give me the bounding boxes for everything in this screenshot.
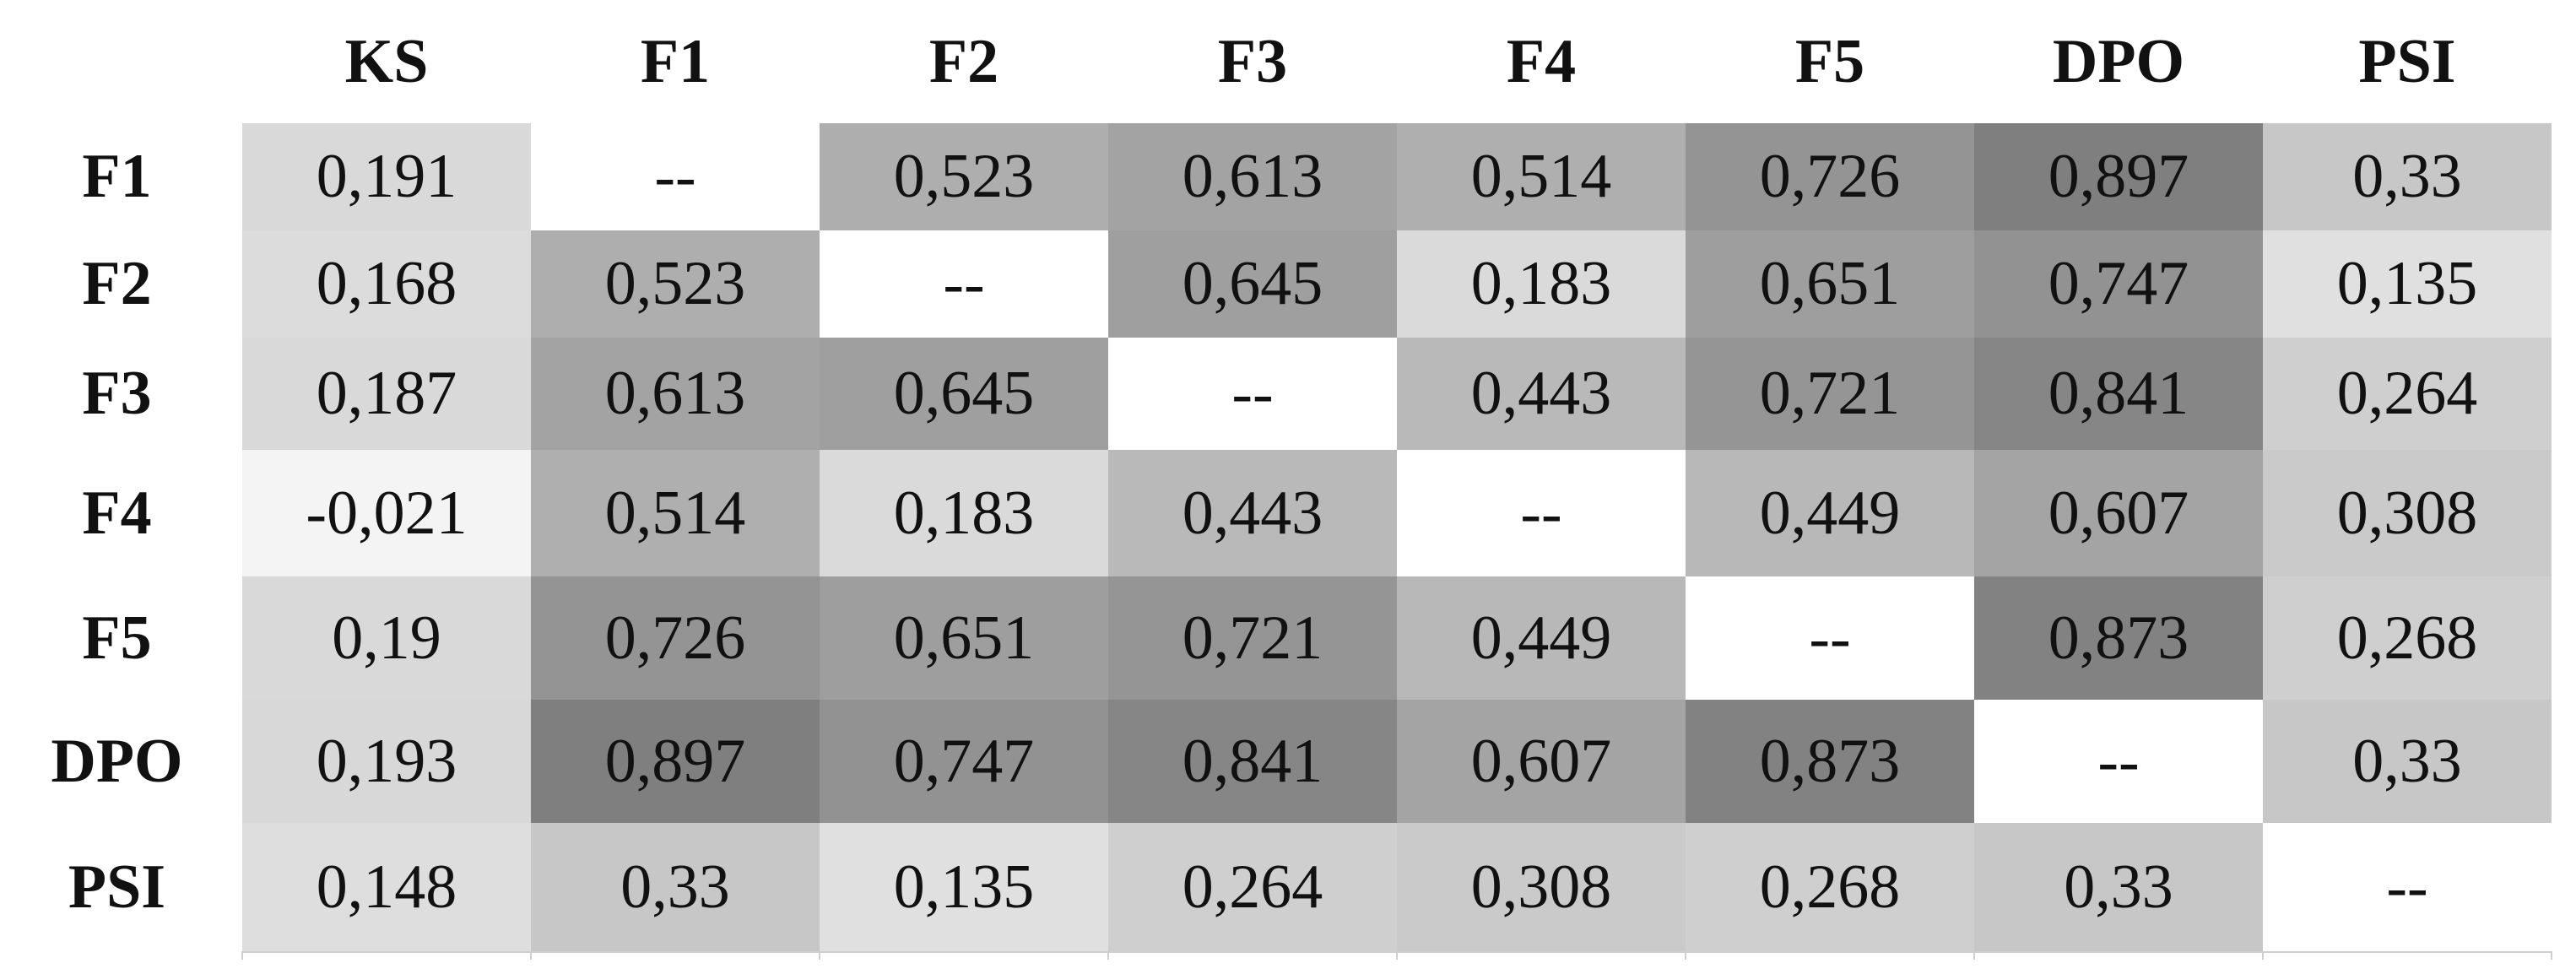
table-cell: 0,607 [1397, 700, 1686, 823]
table-cell: 0,187 [242, 338, 531, 450]
column-tick [2262, 951, 2264, 960]
table-cell: 0,449 [1397, 576, 1686, 700]
table-cell: 0,443 [1397, 338, 1686, 450]
table-cell: 0,523 [531, 230, 820, 338]
table-cell: 0,841 [1974, 338, 2263, 450]
table-cell: 0,721 [1686, 338, 1974, 450]
table-cell: 0,645 [820, 338, 1108, 450]
table-cell: 0,726 [531, 576, 820, 700]
table-cell: 0,264 [2263, 338, 2552, 450]
table-cell: 0,523 [820, 123, 1108, 230]
row-header: F2 [82, 249, 152, 318]
table-cell: 0,33 [1974, 823, 2263, 951]
table-cell: 0,183 [820, 450, 1108, 576]
table-cell: 0,645 [1108, 230, 1397, 338]
column-header: F2 [928, 26, 999, 96]
row-header: F4 [82, 478, 152, 548]
column-tick [530, 951, 532, 960]
column-tick [819, 951, 820, 960]
table-cell: 0,168 [242, 230, 531, 338]
column-header: F3 [1217, 26, 1288, 96]
table-cell: 0,135 [2263, 230, 2552, 338]
table-cell: 0,33 [531, 823, 820, 951]
row-header: DPO [51, 726, 183, 796]
column-tick [2551, 951, 2552, 960]
column-tick [1396, 951, 1398, 960]
table-cell: 0,19 [242, 576, 531, 700]
column-header: F4 [1506, 26, 1577, 96]
table-cell: 0,514 [1397, 123, 1686, 230]
table-cell: 0,308 [2263, 450, 2552, 576]
table-cell: 0,607 [1974, 450, 2263, 576]
column-header: F5 [1794, 26, 1865, 96]
table-cell: 0,651 [1686, 230, 1974, 338]
table-cell: -- [1974, 700, 2263, 823]
table-cell: 0,33 [2263, 700, 2552, 823]
column-header: PSI [2358, 26, 2456, 96]
table-cell: 0,148 [242, 823, 531, 951]
table-cell: 0,268 [2263, 576, 2552, 700]
table-cell: 0,613 [1108, 123, 1397, 230]
table-cell: 0,747 [1974, 230, 2263, 338]
table-cell: 0,726 [1686, 123, 1974, 230]
table-cell: -- [820, 230, 1108, 338]
column-header: KS [344, 26, 429, 96]
row-header: PSI [68, 852, 166, 922]
table-cell: 0,308 [1397, 823, 1686, 951]
column-header: DPO [2052, 26, 2185, 96]
table-cell: 0,135 [820, 823, 1108, 951]
column-tick [241, 951, 243, 960]
table-cell: -- [1397, 450, 1686, 576]
column-tick [1107, 951, 1109, 960]
table-cell: 0,268 [1686, 823, 1974, 951]
table-cell: 0,841 [1108, 700, 1397, 823]
table-cell: 0,747 [820, 700, 1108, 823]
table-cell: 0,449 [1686, 450, 1974, 576]
table-cell: 0,721 [1108, 576, 1397, 700]
row-header: F5 [82, 603, 152, 673]
table-cell: -- [2263, 823, 2552, 951]
column-tick [1973, 951, 1975, 960]
table-cell: 0,33 [2263, 123, 2552, 230]
row-header: F1 [82, 142, 152, 211]
table-cell: -- [1686, 576, 1974, 700]
table-cell: 0,651 [820, 576, 1108, 700]
table-cell: 0,193 [242, 700, 531, 823]
column-header: F1 [640, 26, 711, 96]
table-cell: 0,897 [531, 700, 820, 823]
row-header: F3 [82, 359, 152, 428]
table-cell: 0,443 [1108, 450, 1397, 576]
table-cell: 0,613 [531, 338, 820, 450]
table-cell: 0,191 [242, 123, 531, 230]
table-cell: 0,183 [1397, 230, 1686, 338]
table-cell: 0,514 [531, 450, 820, 576]
table-baseline [242, 951, 2552, 953]
table-cell: 0,897 [1974, 123, 2263, 230]
table-cell: -- [531, 123, 820, 230]
table-cell: -0,021 [242, 450, 531, 576]
table-cell: 0,873 [1686, 700, 1974, 823]
column-tick [1685, 951, 1686, 960]
table-cell: -- [1108, 338, 1397, 450]
table-cell: 0,873 [1974, 576, 2263, 700]
table-cell: 0,264 [1108, 823, 1397, 951]
